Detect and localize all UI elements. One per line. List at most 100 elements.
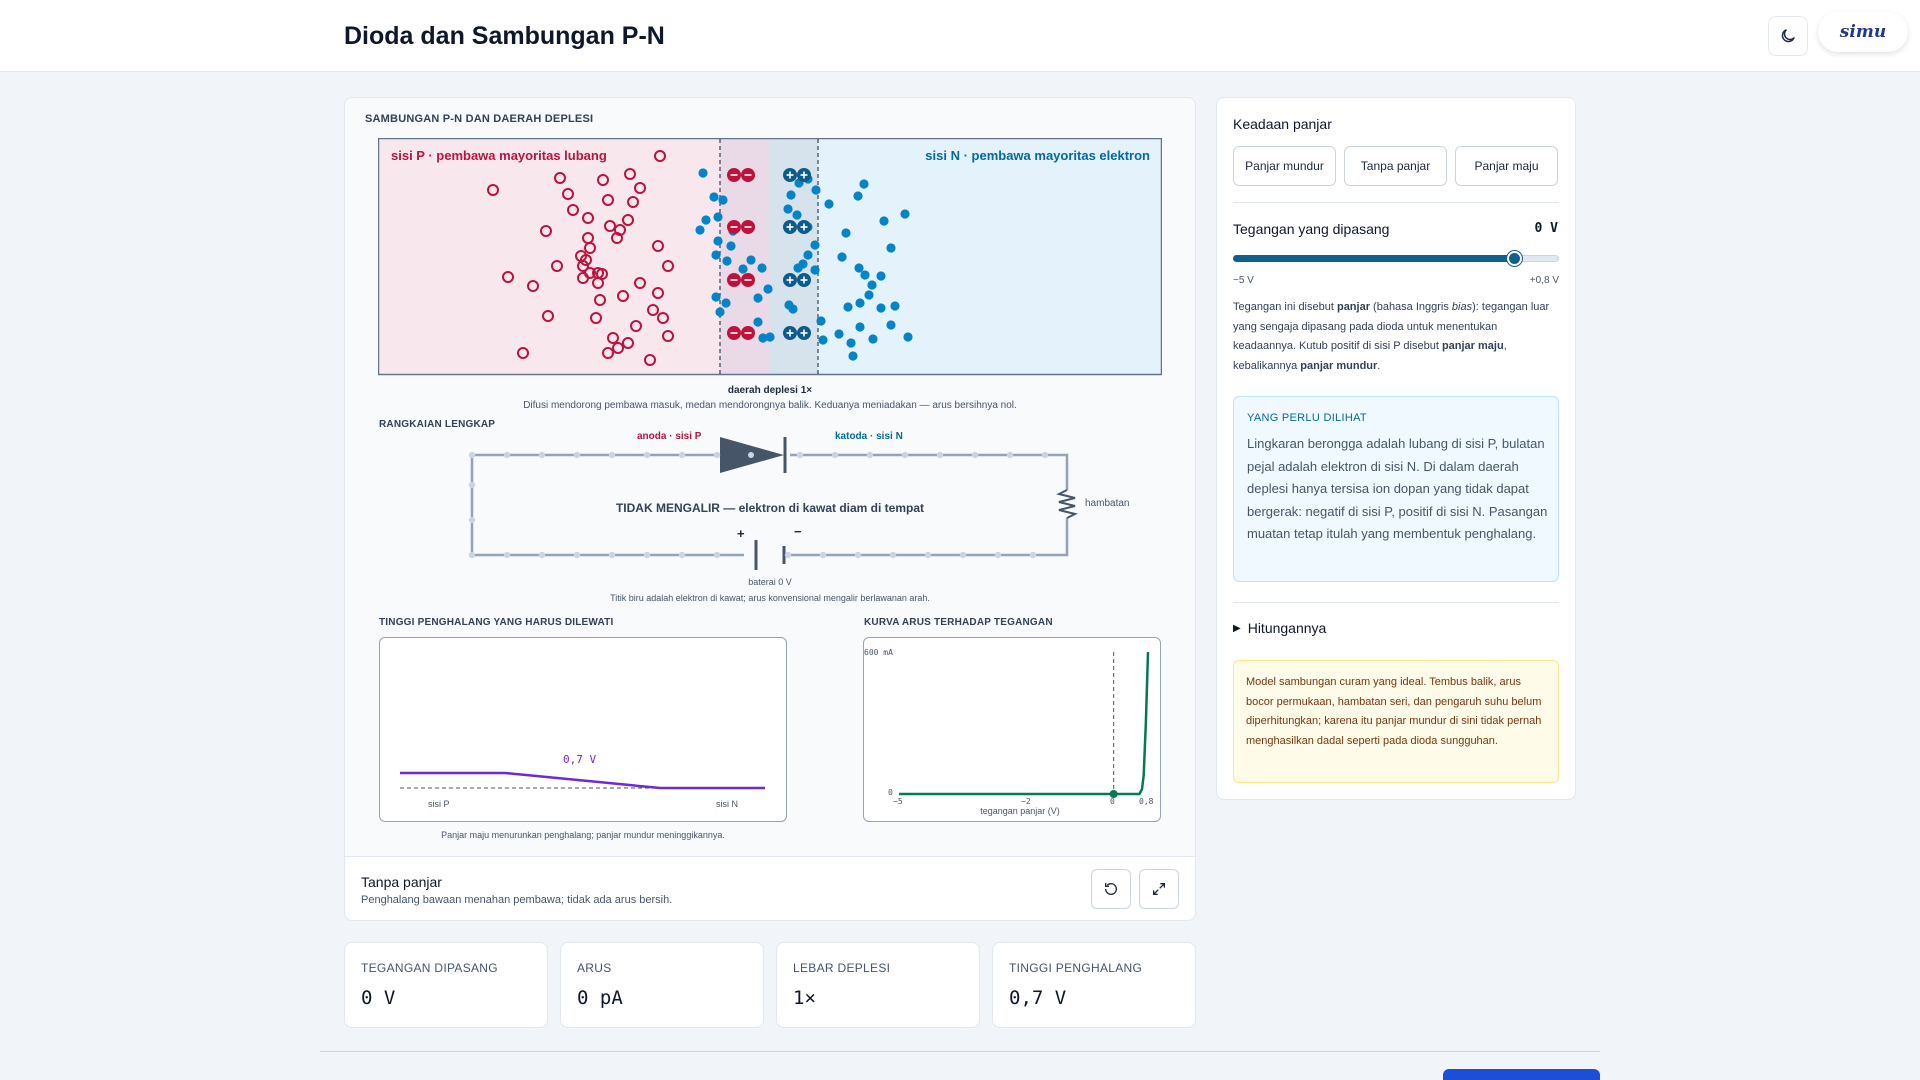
p-region (378, 138, 721, 375)
iv-chart (863, 637, 1161, 822)
barrier-plot (400, 771, 765, 790)
wire-electron (468, 551, 476, 559)
page-title: Dioda dan Sambungan P-N (344, 22, 665, 50)
electron (824, 199, 834, 209)
reset-button[interactable] (1091, 869, 1131, 909)
electron (903, 332, 913, 342)
model-note: Model sambungan curam yang ideal. Tembus… (1233, 660, 1559, 783)
hole (607, 332, 619, 344)
barrier-left-label: sisi P (428, 799, 450, 809)
resistor-label: hambatan (1085, 498, 1130, 509)
hole (622, 337, 634, 349)
hole (634, 182, 646, 194)
hole (527, 280, 539, 292)
forward-bias-button[interactable]: Panjar maju (1455, 146, 1558, 186)
wire-electron (643, 451, 651, 459)
hole (634, 277, 646, 289)
hole (584, 267, 596, 279)
electron (715, 307, 725, 317)
hole (597, 174, 609, 186)
hole (657, 312, 669, 324)
hole (602, 194, 614, 206)
hole (624, 168, 636, 180)
wire-electron (936, 451, 944, 459)
electron (709, 192, 719, 202)
slider-max-label: +0,8 V (1529, 275, 1559, 286)
hole (502, 271, 514, 283)
hole (617, 290, 629, 302)
calc-toggle[interactable]: ▶ Hitungannya (1233, 620, 1327, 636)
electron (854, 263, 864, 273)
wire-electron (678, 451, 686, 459)
electron (810, 240, 820, 250)
hole (594, 294, 606, 306)
wire-electron (713, 551, 721, 559)
electron (798, 259, 808, 269)
electrons-group (695, 168, 913, 361)
stat-current: ARUS 0 pA (560, 942, 764, 1028)
ions-group (727, 168, 811, 340)
circuit-section-title: RANGKAIAN LENGKAP (379, 419, 496, 430)
iv-chart-title: KURVA ARUS TERHADAP TEGANGAN (864, 617, 1053, 628)
circuit-diagram (468, 437, 1078, 570)
electron (876, 303, 886, 313)
electron (701, 215, 711, 225)
electron (876, 271, 886, 281)
hole (662, 330, 674, 342)
iv-x-tick-0: −5 (893, 797, 903, 806)
hole (602, 347, 614, 359)
hole (487, 184, 499, 196)
info-title: YANG PERLU DILIHAT (1247, 412, 1367, 424)
iv-x-label: tegangan panjar (V) (980, 806, 1060, 816)
wire-electron (678, 551, 686, 559)
electron (783, 204, 793, 214)
hole (614, 224, 626, 236)
hole (627, 196, 639, 208)
barrier-caption: Panjar maju menurunkan penghalang; panja… (441, 830, 725, 840)
hole (517, 347, 529, 359)
electron (810, 265, 820, 275)
wire-electron (796, 451, 804, 459)
hole (604, 220, 616, 232)
electron (816, 316, 826, 326)
logo[interactable]: simu (1818, 12, 1908, 52)
iv-x-tick-3: 0,8 (1139, 797, 1154, 806)
hole (622, 214, 634, 226)
wire-electron (468, 451, 476, 459)
reverse-bias-button[interactable]: Panjar mundur (1233, 146, 1336, 186)
wire-electron (854, 551, 862, 559)
wire-electron (924, 551, 932, 559)
slider-thumb[interactable] (1507, 251, 1523, 266)
wire-electron (866, 451, 874, 459)
electron (722, 256, 732, 266)
hole (612, 342, 624, 354)
junction-diagram (378, 138, 1162, 376)
wire-electron (1006, 451, 1014, 459)
divider (1233, 602, 1559, 603)
divider (1233, 202, 1559, 203)
footer-button[interactable] (1443, 1069, 1600, 1080)
electron (860, 270, 870, 280)
electron (713, 236, 723, 246)
holes-group (487, 150, 674, 366)
wire-electron (831, 451, 839, 459)
hole (542, 310, 554, 322)
electron (726, 241, 736, 251)
fullscreen-button[interactable] (1139, 869, 1179, 909)
voltage-slider[interactable] (1233, 251, 1559, 266)
electron (711, 292, 721, 302)
slider-fill (1233, 255, 1515, 262)
status-subtitle: Penghalang bawaan menahan pembawa; tidak… (361, 894, 673, 906)
wire-electrons (468, 451, 1049, 559)
operating-point (1109, 790, 1118, 798)
no-bias-button[interactable]: Tanpa panjar (1344, 146, 1447, 186)
voltage-label: Tegangan yang dipasang (1233, 221, 1390, 237)
wire-electron (468, 516, 476, 524)
wire-electron (784, 551, 792, 559)
electron (765, 332, 775, 342)
wire-electron (994, 551, 1002, 559)
footer-divider (320, 1051, 1600, 1052)
theme-toggle-button[interactable] (1768, 16, 1808, 56)
wire-electron (889, 551, 897, 559)
hole (562, 188, 574, 200)
